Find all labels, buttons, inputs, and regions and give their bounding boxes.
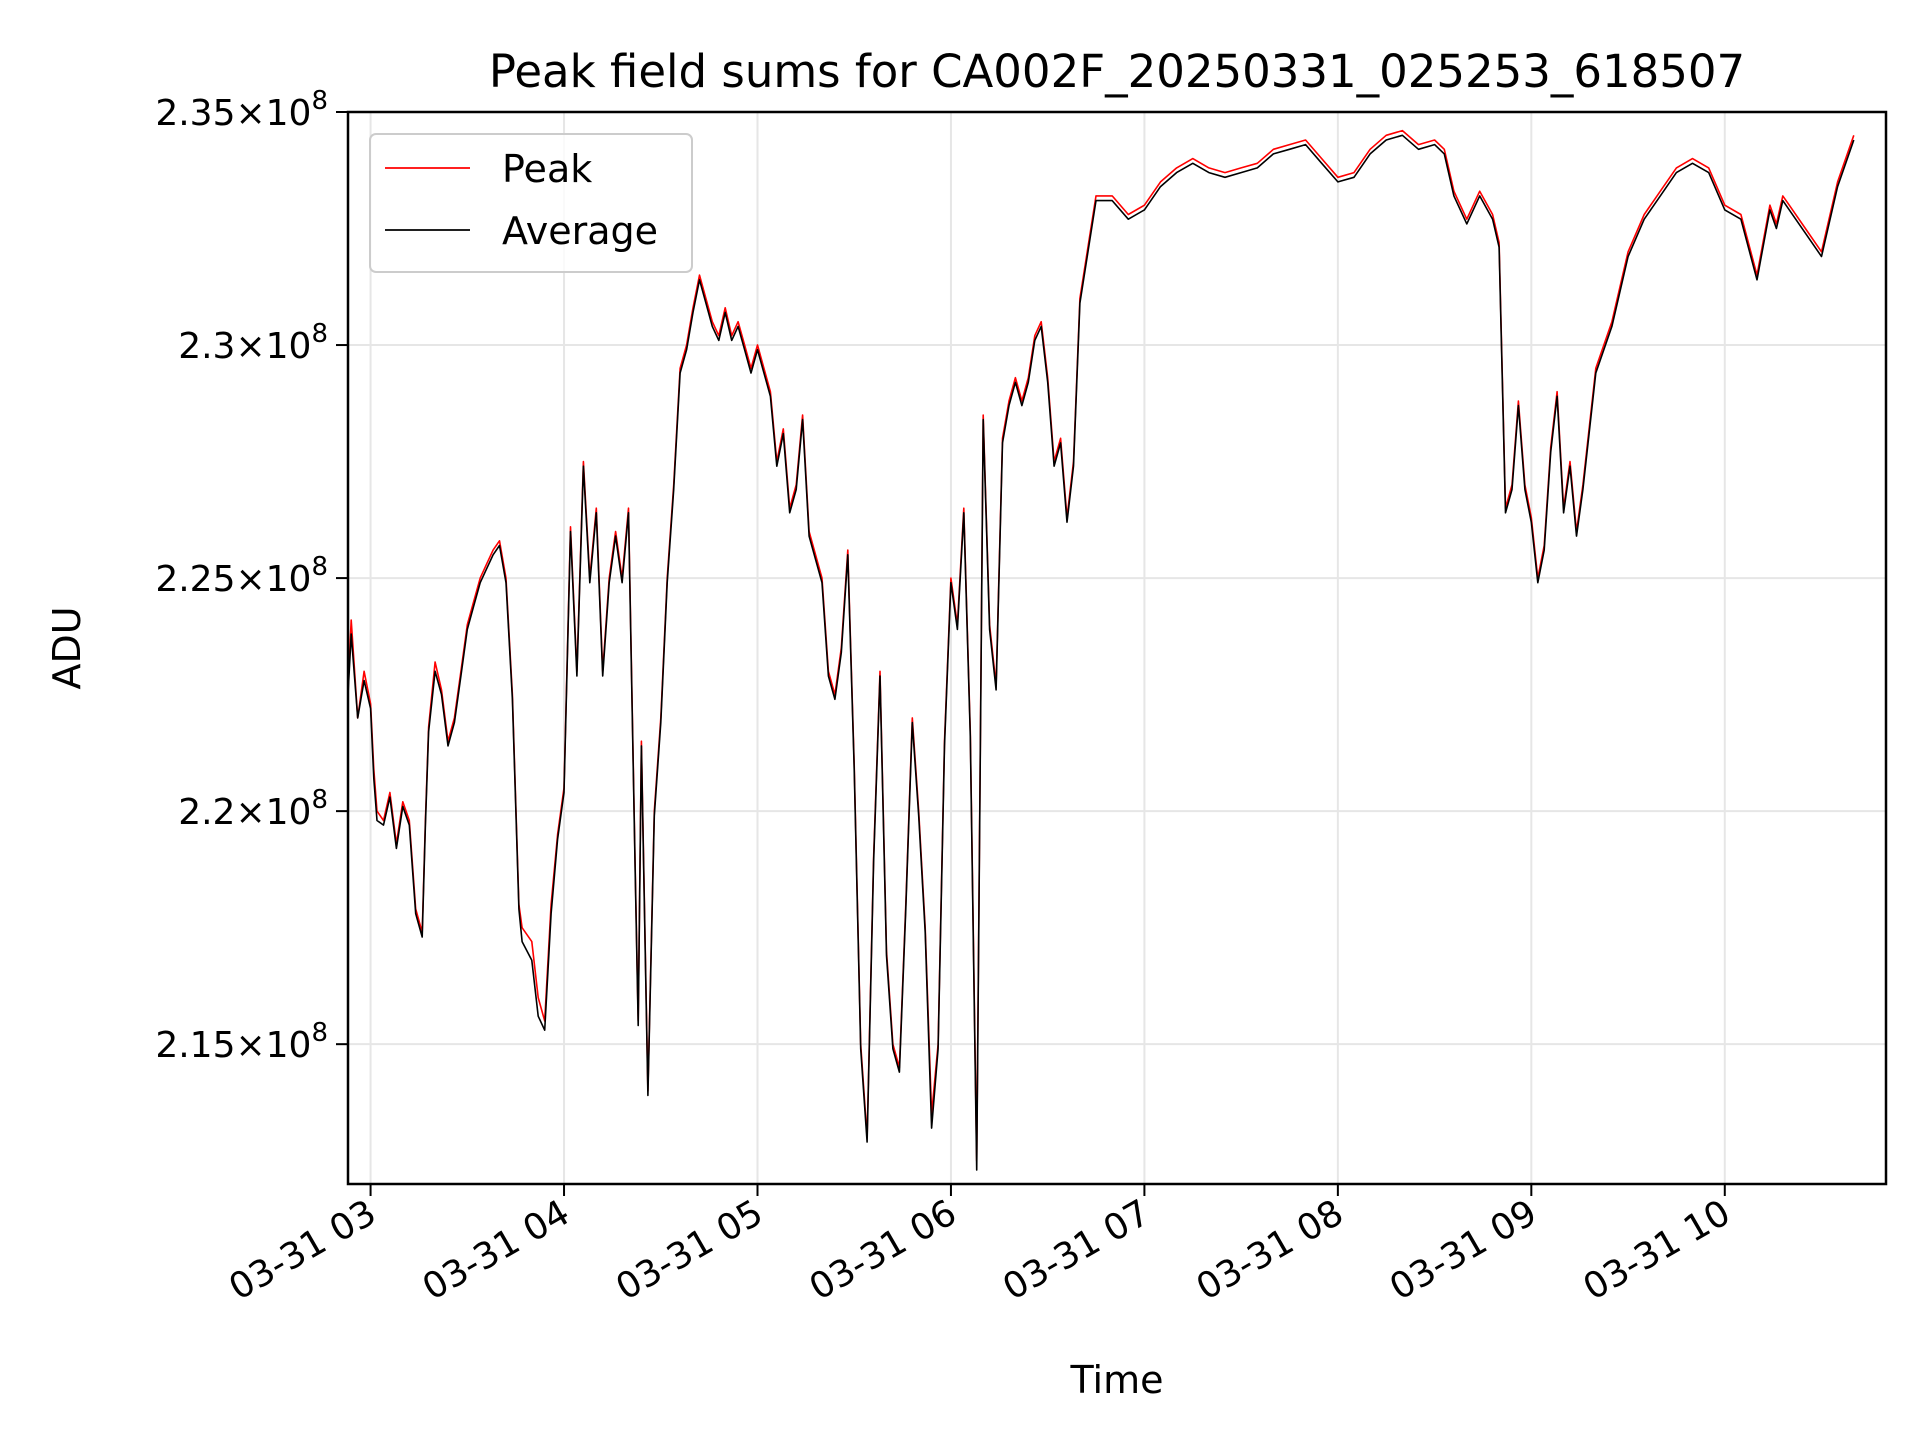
y-tick-label: 2.25×108 xyxy=(155,552,328,600)
y-tick-mantissa: 2.25 xyxy=(155,559,235,600)
y-tick-times: ×10 xyxy=(235,559,311,600)
x-axis-title: Time xyxy=(1070,1358,1164,1402)
legend-label-peak: Peak xyxy=(502,147,592,191)
y-tick-mantissa: 2.15 xyxy=(155,1025,235,1066)
y-tick-label: 2.35×108 xyxy=(155,86,328,134)
legend: Peak Average xyxy=(369,133,693,273)
y-tick-exponent: 8 xyxy=(311,86,328,116)
y-tick-exponent: 8 xyxy=(311,1018,328,1048)
grid xyxy=(348,111,1886,1184)
y-tick-mantissa: 2.3 xyxy=(178,326,235,367)
y-tick-times: ×10 xyxy=(235,792,311,833)
y-tick-times: ×10 xyxy=(235,93,311,134)
y-tick-label: 2.2×108 xyxy=(178,785,328,833)
y-tick-exponent: 8 xyxy=(311,785,328,815)
legend-label-average: Average xyxy=(502,209,658,253)
plot-frame xyxy=(346,110,1888,1186)
y-tick-exponent: 8 xyxy=(311,552,328,582)
series-line-average xyxy=(348,134,1855,1171)
y-tick-times: ×10 xyxy=(235,1025,311,1066)
series-layer xyxy=(348,129,1855,1171)
y-tick-label: 2.3×108 xyxy=(178,319,328,367)
y-tick-mantissa: 2.35 xyxy=(155,93,235,134)
y-tick-label: 2.15×108 xyxy=(155,1018,328,1066)
y-tick-times: ×10 xyxy=(235,326,311,367)
y-tick-exponent: 8 xyxy=(311,319,328,349)
chart-title: Peak field sums for CA002F_20250331_0252… xyxy=(489,45,1745,98)
y-tick-mantissa: 2.2 xyxy=(178,792,235,833)
y-axis-title: ADU xyxy=(45,606,89,689)
